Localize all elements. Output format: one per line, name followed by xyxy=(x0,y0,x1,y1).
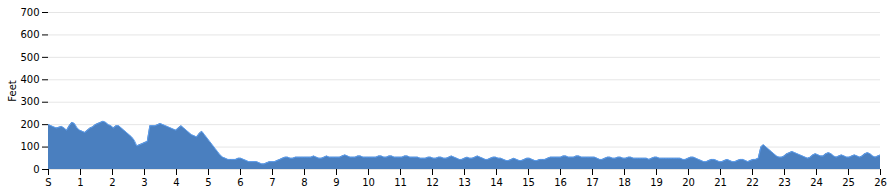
svg-text:600: 600 xyxy=(20,29,39,40)
svg-text:3: 3 xyxy=(141,177,147,188)
svg-text:400: 400 xyxy=(20,74,39,85)
svg-text:7: 7 xyxy=(269,177,275,188)
svg-text:2: 2 xyxy=(109,177,115,188)
svg-text:12: 12 xyxy=(426,177,439,188)
svg-text:19: 19 xyxy=(650,177,663,188)
svg-text:S: S xyxy=(45,177,51,188)
svg-text:20: 20 xyxy=(682,177,695,188)
svg-text:300: 300 xyxy=(20,96,39,107)
svg-text:0: 0 xyxy=(33,164,39,175)
svg-text:16: 16 xyxy=(554,177,567,188)
svg-text:700: 700 xyxy=(20,7,39,18)
svg-text:500: 500 xyxy=(20,52,39,63)
svg-text:11: 11 xyxy=(394,177,407,188)
svg-text:13: 13 xyxy=(458,177,471,188)
svg-text:25: 25 xyxy=(842,177,855,188)
svg-text:5: 5 xyxy=(205,177,211,188)
svg-text:8: 8 xyxy=(301,177,307,188)
svg-text:100: 100 xyxy=(20,141,39,152)
svg-text:21: 21 xyxy=(714,177,727,188)
svg-text:14: 14 xyxy=(490,177,503,188)
svg-text:6: 6 xyxy=(237,177,243,188)
svg-text:1: 1 xyxy=(77,177,83,188)
svg-text:17: 17 xyxy=(586,177,599,188)
svg-text:Feet: Feet xyxy=(7,80,18,102)
svg-text:4: 4 xyxy=(173,177,179,188)
svg-text:26: 26 xyxy=(874,177,887,188)
svg-text:200: 200 xyxy=(20,119,39,130)
svg-text:10: 10 xyxy=(362,177,375,188)
svg-text:15: 15 xyxy=(522,177,535,188)
svg-text:24: 24 xyxy=(810,177,823,188)
svg-text:18: 18 xyxy=(618,177,631,188)
svg-text:23: 23 xyxy=(778,177,791,188)
svg-text:9: 9 xyxy=(333,177,339,188)
svg-text:22: 22 xyxy=(746,177,759,188)
